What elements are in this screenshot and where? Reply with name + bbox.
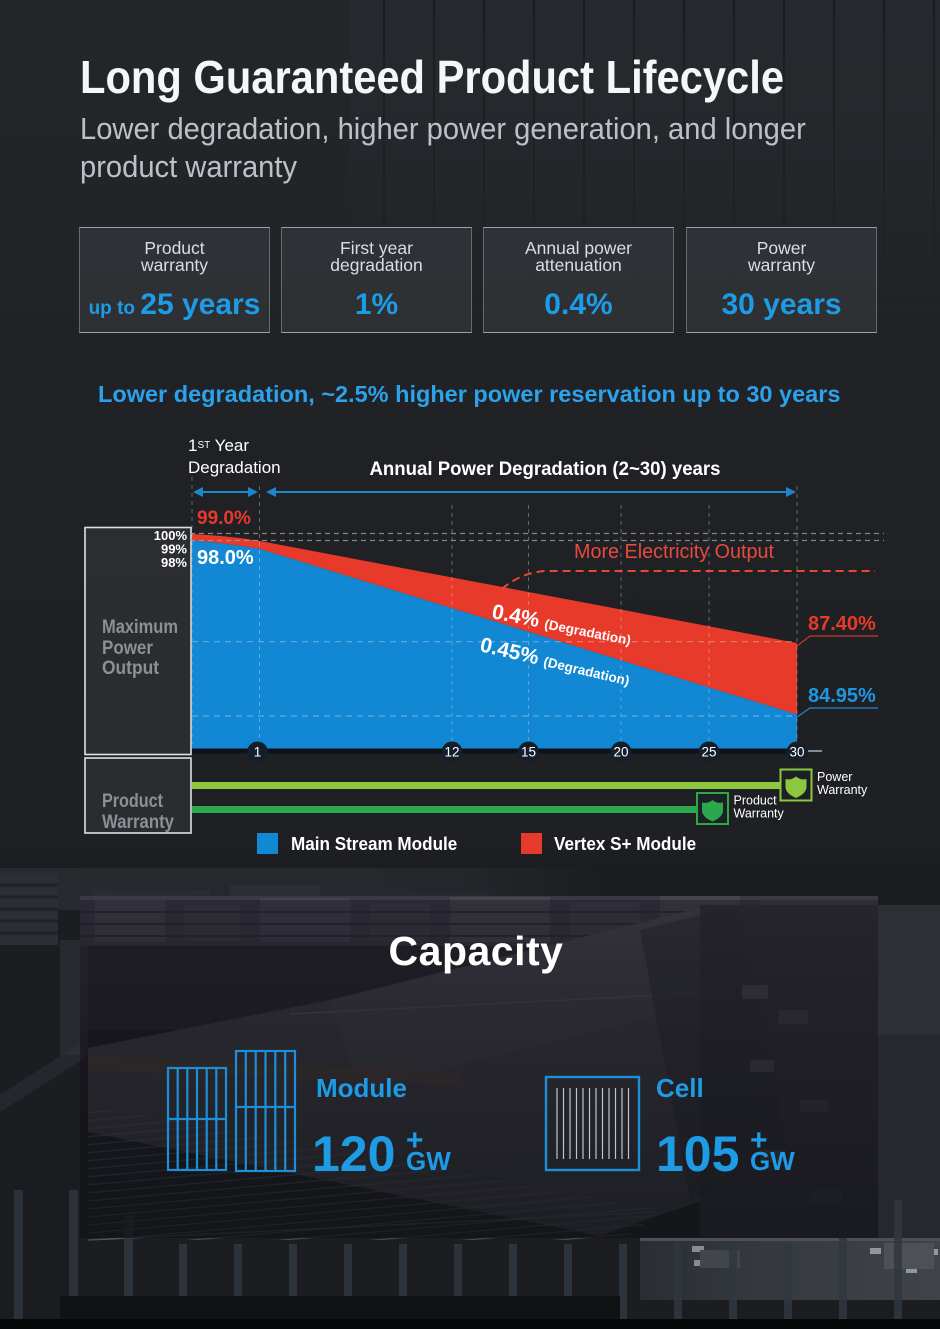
svg-text:99.0%: 99.0% <box>197 508 251 529</box>
svg-text:GW: GW <box>750 1146 795 1176</box>
svg-text:1: 1 <box>254 745 262 760</box>
svg-text:Power: Power <box>102 637 153 659</box>
svg-text:Annual Power Degradation (2~30: Annual Power Degradation (2~30) years <box>370 459 721 480</box>
svg-text:105: 105 <box>656 1126 739 1180</box>
svg-text:Cell: Cell <box>656 1073 704 1103</box>
svg-text:Warranty: Warranty <box>102 811 174 833</box>
svg-text:87.40%: 87.40% <box>808 613 876 635</box>
svg-text:98.0%: 98.0% <box>197 547 254 569</box>
svg-text:25: 25 <box>701 745 716 760</box>
svg-text:Product: Product <box>102 790 163 812</box>
svg-text:+: + <box>750 1124 768 1157</box>
svg-text:1ST Year: 1ST Year <box>188 436 249 455</box>
svg-text:More Electricity Output: More Electricity Output <box>574 541 774 563</box>
svg-text:30: 30 <box>789 745 804 760</box>
svg-text:Maximum: Maximum <box>102 616 178 638</box>
svg-text:98%: 98% <box>161 555 187 570</box>
svg-text:+: + <box>406 1124 424 1157</box>
svg-text:15: 15 <box>521 745 536 760</box>
svg-text:Module: Module <box>316 1073 407 1103</box>
svg-text:20: 20 <box>613 745 628 760</box>
svg-text:12: 12 <box>444 745 459 760</box>
svg-text:Product: Product <box>734 794 778 808</box>
svg-text:100%: 100% <box>154 528 188 543</box>
svg-text:84.95%: 84.95% <box>808 685 876 707</box>
svg-text:120: 120 <box>312 1126 395 1180</box>
svg-text:GW: GW <box>406 1146 451 1176</box>
svg-text:Warranty: Warranty <box>817 783 868 797</box>
svg-text:Degradation: Degradation <box>188 458 281 477</box>
svg-text:99%: 99% <box>161 542 187 557</box>
svg-text:Warranty: Warranty <box>734 807 785 821</box>
svg-text:Power: Power <box>817 770 852 784</box>
svg-text:Output: Output <box>102 657 159 679</box>
